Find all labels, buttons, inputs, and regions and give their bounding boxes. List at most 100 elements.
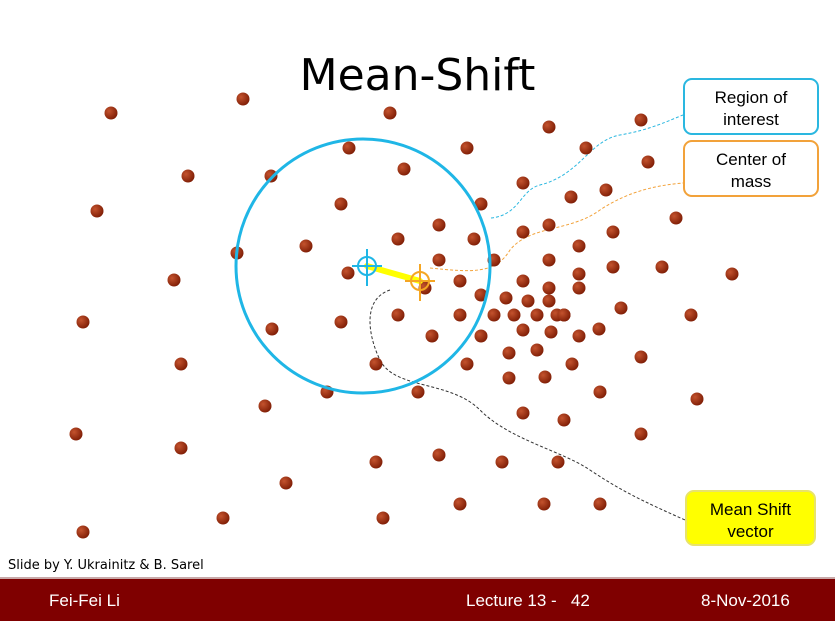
footer-author: Fei-Fei Li bbox=[49, 591, 120, 610]
slide-credit: Slide by Y. Ukrainitz & B. Sarel bbox=[8, 558, 204, 573]
slide-title: Mean-Shift bbox=[299, 50, 536, 101]
footer-date: 8-Nov-2016 bbox=[701, 591, 790, 610]
data-point bbox=[342, 141, 356, 155]
footer-bar: Fei-Fei Li Lecture 13 - 42 8-Nov-2016 bbox=[0, 577, 835, 621]
data-point bbox=[265, 322, 279, 336]
data-point bbox=[216, 511, 230, 525]
data-point bbox=[495, 455, 509, 469]
data-point bbox=[299, 239, 313, 253]
data-point bbox=[369, 357, 383, 371]
data-point bbox=[564, 190, 578, 204]
region-of-interest-callout: Region of interest bbox=[683, 78, 819, 135]
data-point bbox=[542, 120, 556, 134]
data-point bbox=[411, 385, 425, 399]
data-point bbox=[599, 183, 613, 197]
data-point bbox=[174, 357, 188, 371]
data-point bbox=[502, 346, 516, 360]
data-point bbox=[432, 448, 446, 462]
region-of-interest-circle bbox=[234, 137, 492, 395]
data-point bbox=[383, 106, 397, 120]
data-point bbox=[467, 232, 481, 246]
data-point bbox=[432, 218, 446, 232]
data-point bbox=[453, 308, 467, 322]
data-point bbox=[264, 169, 278, 183]
data-point bbox=[542, 253, 556, 267]
data-point bbox=[391, 232, 405, 246]
data-point bbox=[725, 267, 739, 281]
data-point bbox=[516, 176, 530, 190]
center-of-mass-marker bbox=[405, 264, 435, 301]
center-of-mass-callout: Center of mass bbox=[683, 140, 819, 197]
data-point bbox=[606, 260, 620, 274]
data-point bbox=[551, 455, 565, 469]
data-point bbox=[174, 441, 188, 455]
data-point bbox=[453, 497, 467, 511]
center-of-mass-label: Center of mass bbox=[716, 150, 786, 191]
data-point bbox=[369, 455, 383, 469]
data-point bbox=[453, 274, 467, 288]
data-point bbox=[593, 385, 607, 399]
data-point bbox=[565, 357, 579, 371]
data-point bbox=[76, 315, 90, 329]
data-point bbox=[487, 308, 501, 322]
data-point bbox=[634, 350, 648, 364]
region-of-interest-label: Region of interest bbox=[714, 88, 788, 129]
footer-lecture: Lecture 13 - 42 bbox=[466, 591, 590, 610]
data-point bbox=[572, 239, 586, 253]
data-point bbox=[391, 308, 405, 322]
data-point bbox=[460, 141, 474, 155]
center-connector-line bbox=[429, 182, 684, 272]
data-point bbox=[334, 197, 348, 211]
data-point bbox=[557, 413, 571, 427]
vector-connector-line bbox=[369, 289, 686, 521]
data-point bbox=[460, 357, 474, 371]
data-point bbox=[334, 315, 348, 329]
data-point bbox=[634, 427, 648, 441]
data-point bbox=[593, 497, 607, 511]
data-point bbox=[432, 253, 446, 267]
region-connector-line bbox=[490, 114, 684, 219]
data-point bbox=[516, 406, 530, 420]
data-point bbox=[538, 370, 552, 384]
data-point bbox=[376, 511, 390, 525]
data-point bbox=[572, 267, 586, 281]
data-point bbox=[236, 92, 250, 106]
data-point bbox=[474, 329, 488, 343]
data-point bbox=[258, 399, 272, 413]
data-point bbox=[592, 322, 606, 336]
data-point bbox=[104, 106, 118, 120]
data-point bbox=[690, 392, 704, 406]
data-point bbox=[69, 427, 83, 441]
data-point bbox=[279, 476, 293, 490]
data-point bbox=[542, 218, 556, 232]
data-point bbox=[669, 211, 683, 225]
data-point bbox=[655, 260, 669, 274]
data-point bbox=[544, 325, 558, 339]
data-point bbox=[397, 162, 411, 176]
data-point bbox=[425, 329, 439, 343]
data-point bbox=[606, 225, 620, 239]
data-point bbox=[634, 113, 648, 127]
data-point bbox=[516, 274, 530, 288]
data-point bbox=[499, 291, 513, 305]
region-center-marker bbox=[352, 249, 382, 286]
data-point bbox=[572, 281, 586, 295]
data-point bbox=[181, 169, 195, 183]
data-point bbox=[579, 141, 593, 155]
mean-shift-vector-callout: Mean Shift vector bbox=[685, 490, 816, 546]
data-point bbox=[542, 294, 556, 308]
data-point bbox=[90, 204, 104, 218]
data-point bbox=[530, 343, 544, 357]
data-point bbox=[641, 155, 655, 169]
data-point bbox=[507, 308, 521, 322]
data-point bbox=[542, 281, 556, 295]
data-point bbox=[521, 294, 535, 308]
data-point bbox=[474, 197, 488, 211]
data-point bbox=[530, 308, 544, 322]
data-points bbox=[69, 92, 739, 539]
data-point bbox=[76, 525, 90, 539]
data-point bbox=[572, 329, 586, 343]
mean-shift-vector-label: Mean Shift vector bbox=[709, 500, 792, 541]
